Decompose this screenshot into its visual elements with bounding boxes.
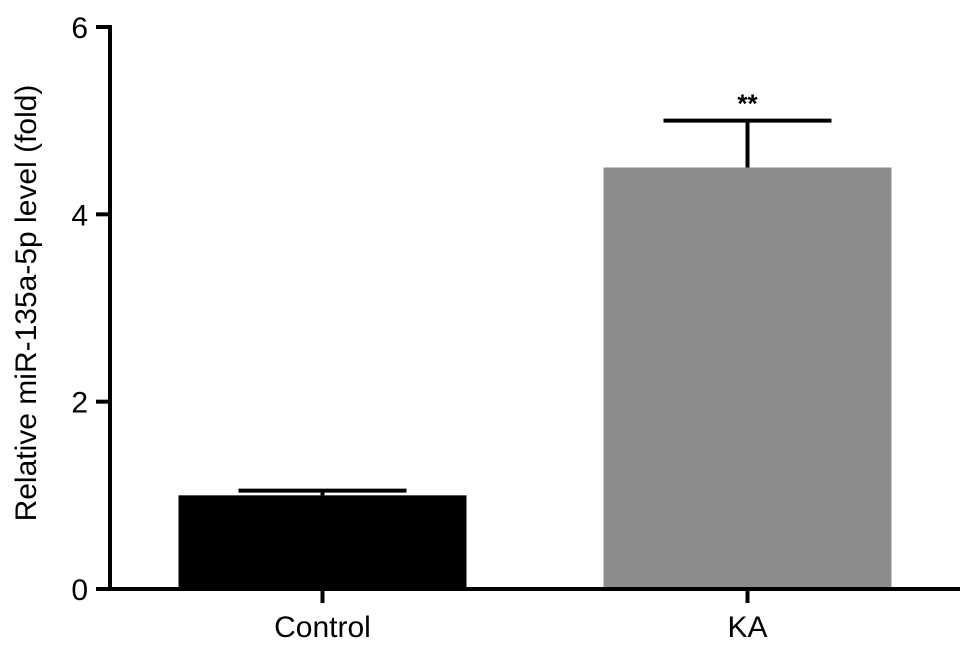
significance-annotation: ** bbox=[737, 89, 758, 119]
y-tick-label: 6 bbox=[71, 12, 88, 45]
annotations-layer: ** bbox=[737, 89, 758, 119]
y-axis-title: Relative miR-135a-5p level (fold) bbox=[10, 85, 43, 522]
bar-ka bbox=[603, 167, 892, 589]
bars-layer bbox=[178, 167, 892, 589]
x-ticks-layer: Control KA bbox=[274, 589, 768, 644]
bar-control bbox=[178, 495, 467, 589]
y-ticks-layer: 0 2 4 6 bbox=[71, 12, 110, 607]
x-tick-label-ka: KA bbox=[727, 611, 767, 644]
y-tick-label: 0 bbox=[71, 574, 88, 607]
y-tick-label: 2 bbox=[71, 387, 88, 420]
x-tick-label-control: Control bbox=[274, 611, 371, 644]
y-tick-label: 4 bbox=[71, 199, 88, 232]
error-bars-layer bbox=[238, 118, 832, 496]
axes-layer bbox=[108, 25, 960, 591]
